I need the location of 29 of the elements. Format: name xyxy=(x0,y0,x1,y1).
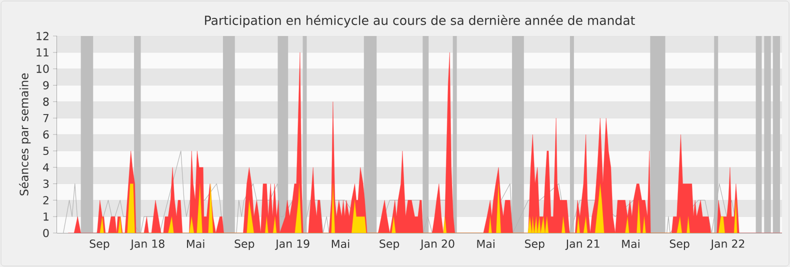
y-tick-label: 2 xyxy=(43,196,48,204)
x-tick-label: Sep xyxy=(380,240,400,250)
y-tick-label: 12 xyxy=(36,32,48,40)
x-tick-label: Jan 22 xyxy=(710,240,744,250)
y-tick-label: 1 xyxy=(44,212,48,221)
x-tick-label: Mai xyxy=(477,240,494,248)
x-tick-label: Mai xyxy=(332,240,350,248)
x-tick-label: Sep xyxy=(90,240,110,250)
x-tick-label: Sep xyxy=(670,240,690,250)
x-tick-label: Jan 18 xyxy=(130,240,164,250)
y-tick-label: 5 xyxy=(43,146,49,156)
x-tick-label: Mai xyxy=(187,240,204,248)
y-tick-label: 7 xyxy=(43,114,49,122)
x-tick-label: Jan 19 xyxy=(275,240,310,250)
x-tick-label: Jan 21 xyxy=(565,240,600,250)
x-tick-label: Mai xyxy=(622,240,640,248)
y-tick-label: 8 xyxy=(43,98,49,106)
y-tick-label: 4 xyxy=(43,163,49,172)
y-tick-label: 10 xyxy=(36,64,49,73)
chart-title: Participation en hémicycle au cours de sa dernière année de mandat xyxy=(205,14,635,28)
y-tick-label: 11 xyxy=(36,48,48,56)
x-tick-label: Jan 20 xyxy=(420,240,454,250)
y-tick-label: 0 xyxy=(43,228,49,238)
x-tick-label: Sep xyxy=(234,240,254,250)
x-tick-label: Sep xyxy=(525,240,544,250)
y-tick-label: 6 xyxy=(43,130,49,139)
y-axis-title: Séances par semaine xyxy=(19,73,31,196)
y-tick-label: 3 xyxy=(43,180,49,188)
y-tick-label: 9 xyxy=(43,81,49,90)
